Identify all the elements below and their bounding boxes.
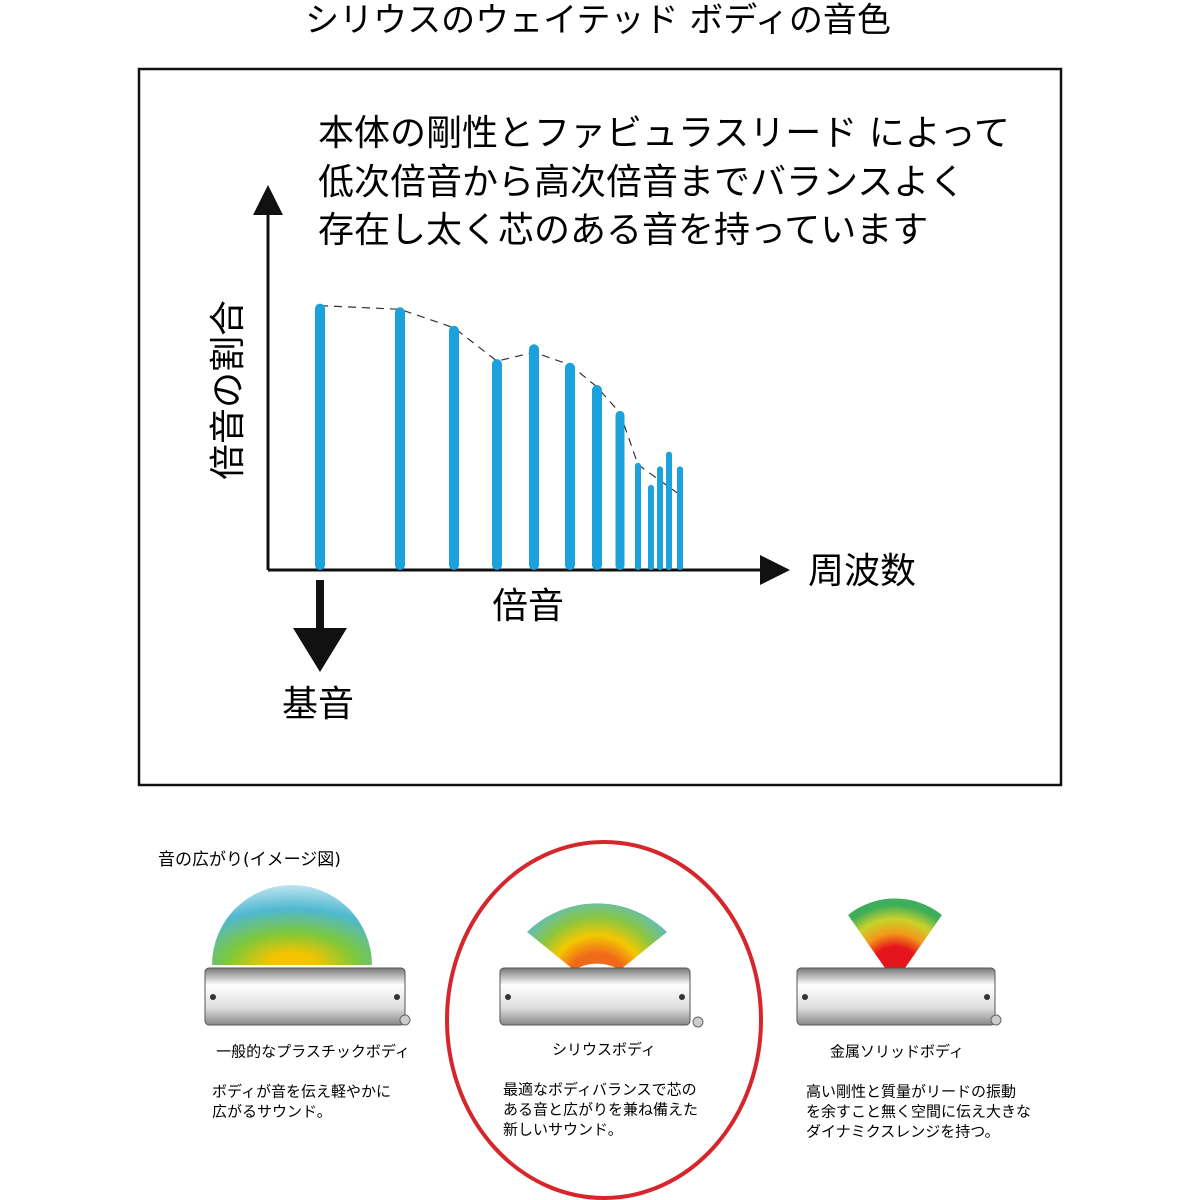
bar — [492, 359, 502, 570]
bar — [395, 307, 405, 570]
comparison-heading: 音の広がり(イメージ図) — [158, 850, 341, 870]
y-axis-label: 倍音の割合 — [208, 300, 249, 480]
item-description: ある音と広がりを兼ね備えた — [503, 1101, 698, 1119]
spread-dome — [212, 885, 372, 965]
bar — [529, 344, 539, 570]
bar — [677, 466, 683, 570]
harmonicas — [204, 967, 1002, 1028]
item-description: 広がるサウンド。 — [212, 1103, 332, 1121]
item-description: 新しいサウンド。 — [503, 1121, 623, 1139]
bar — [635, 462, 641, 570]
chart-frame — [137, 67, 1063, 787]
envelope — [319, 305, 681, 496]
fundamental-label: 基音 — [282, 684, 354, 725]
item-description: を余すこと無く空間に伝え大きな — [806, 1103, 1031, 1121]
item-title: 一般的なプラスチックボディ — [216, 1043, 410, 1061]
spread-fan — [527, 903, 667, 970]
bar — [666, 451, 672, 570]
bar — [657, 466, 663, 570]
bar — [449, 325, 459, 570]
item-description: 最適なボディバランスで芯の — [503, 1081, 697, 1099]
item-description: ボディが音を伝え軽やかに — [212, 1083, 391, 1101]
x-axis-label: 周波数 — [808, 551, 916, 592]
highlight-ellipse — [445, 840, 763, 1200]
item-title: シリウスボディ — [552, 1041, 656, 1059]
spread-beam — [848, 898, 942, 968]
bar — [648, 484, 654, 570]
bar — [315, 303, 325, 570]
bar — [565, 362, 575, 570]
item-title: 金属ソリッドボディ — [830, 1043, 964, 1061]
harmonics-label: 倍音 — [492, 586, 564, 627]
item-description: 高い剛性と質量がリードの振動 — [806, 1083, 1016, 1101]
annotation: 存在し太く芯のある音を持っています — [318, 210, 928, 251]
title: シリウスのウェイテッド ボディの音色 — [305, 1, 891, 41]
bar — [615, 410, 625, 570]
fundamental-arrowhead — [293, 628, 347, 672]
item-description: ダイナミクスレンジを持つ。 — [806, 1123, 1000, 1141]
bar — [592, 385, 602, 570]
annotation: 本体の剛性とファビュラスリード によって — [318, 113, 1010, 154]
annotation: 低次倍音から高次倍音までバランスよく — [318, 162, 965, 203]
